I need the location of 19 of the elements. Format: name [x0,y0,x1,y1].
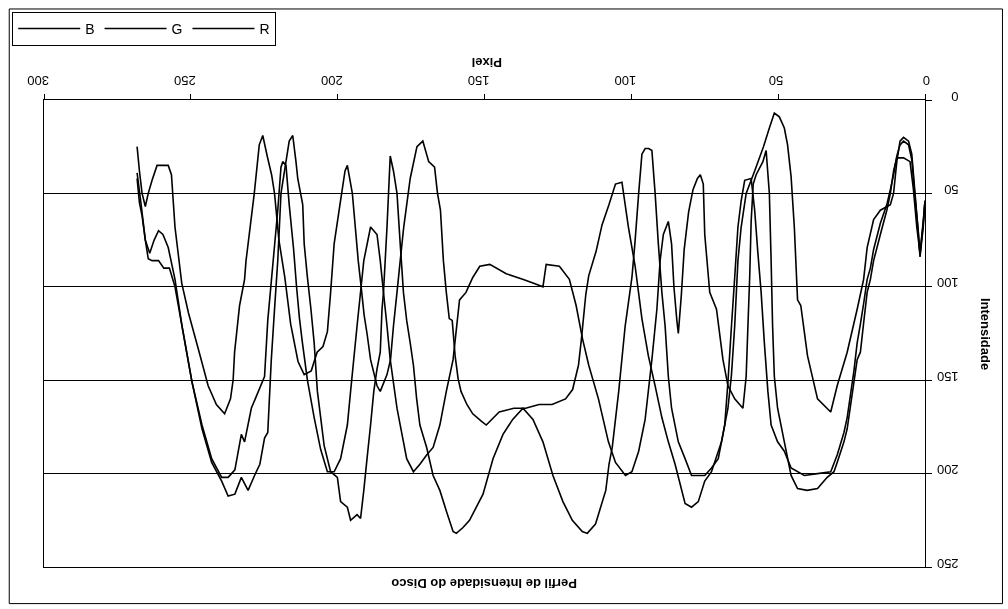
y-tick-label: 250 [936,555,959,571]
y-tick-label: 200 [936,462,959,478]
x-axis-title: Pixel [471,54,502,70]
y-tick-label: 0 [951,88,959,104]
y-tick-label: 100 [936,275,959,291]
y-tick-label: 150 [936,368,959,384]
legend-label: R [259,21,270,37]
x-tick-label: 0 [922,72,930,88]
x-tick-label: 150 [467,72,490,88]
x-tick-label: 100 [614,72,637,88]
text: Perfil de Intensidade do Disco [391,575,578,591]
legend-label: G [171,21,183,37]
legend-label: B [85,21,95,37]
x-tick-label: 250 [174,72,196,88]
x-tick-label: 300 [27,72,49,88]
x-tick-label: 50 [768,72,784,88]
x-tick-label: 200 [320,72,343,88]
y-tick-label: 50 [944,181,959,197]
y-axis-title: Intensidade [978,297,994,371]
